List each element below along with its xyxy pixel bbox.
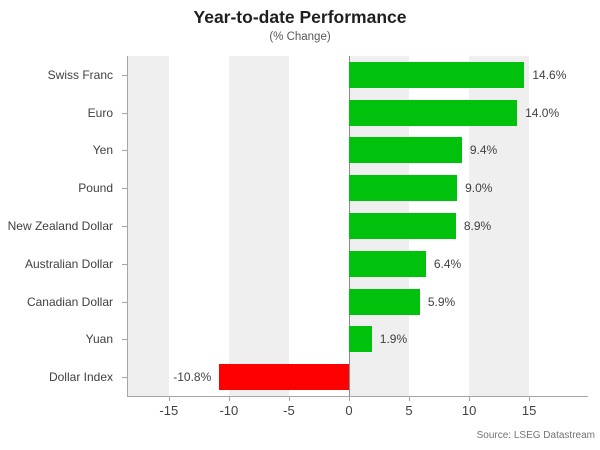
value-label: 14.6%: [532, 67, 567, 82]
y-axis-tick: [122, 150, 127, 152]
x-axis-tick-label: 10: [461, 403, 477, 418]
x-axis-tick-label: -15: [159, 403, 179, 418]
category-label-canadian-dollar: Canadian Dollar: [26, 294, 113, 309]
plot-area: 14.6% 14.0% 9.4% 9.0% 8.9% 6.4% 5.9% 1.9% -10.8%…: [122, 56, 588, 418]
category-label-dollar-index: Dollar Index: [48, 370, 113, 385]
y-axis-tick: [122, 301, 127, 303]
category-label-new-zealand-dollar: New Zealand Dollar: [7, 219, 113, 233]
x-axis-tick-label: -5: [283, 403, 295, 418]
chart-title: Year-to-date Performance: [193, 7, 407, 27]
source-credit: Source: LSEG Datastream: [476, 430, 595, 441]
value-label: 5.9%: [427, 294, 456, 309]
background-band: [128, 56, 169, 396]
value-label: 14.0%: [525, 105, 560, 120]
value-label: 1.9%: [379, 332, 408, 347]
x-axis-tick-label: 0: [345, 403, 353, 418]
chart-subtitle: (% Change): [269, 31, 331, 43]
value-label: 9.4%: [469, 143, 498, 158]
value-label: 9.0%: [465, 181, 493, 196]
value-label: 8.9%: [463, 219, 492, 233]
x-axis-tick: [288, 396, 290, 401]
y-axis-tick: [122, 226, 127, 227]
y-axis-tick: [122, 74, 127, 76]
bar-dollar-index: [219, 364, 349, 391]
x-axis-tick: [168, 396, 170, 401]
bar-swiss-franc: [348, 61, 525, 88]
y-axis-tick: [122, 377, 127, 379]
y-axis-tick: [122, 263, 127, 265]
x-axis-tick: [529, 396, 531, 401]
category-label-euro: Euro: [87, 105, 113, 120]
bar-australian-dollar: [348, 250, 426, 277]
category-label-australian-dollar: Australian Dollar: [24, 256, 113, 271]
value-label: -10.8%: [173, 370, 212, 385]
category-label-swiss-franc: Swiss Franc: [47, 67, 113, 82]
category-label-yen: Yen: [92, 143, 113, 158]
y-axis-tick: [122, 188, 127, 190]
bar-euro: [348, 99, 518, 126]
bar-yuan: [348, 326, 372, 353]
background-band: [228, 56, 289, 396]
x-axis-tick-label: 5: [405, 403, 413, 418]
bar-yen: [348, 137, 462, 164]
bar-pound: [348, 175, 458, 202]
x-axis-tick: [228, 396, 230, 401]
x-axis-tick: [348, 396, 350, 401]
value-label: 6.4%: [433, 256, 462, 271]
category-label-pound: Pound: [78, 181, 113, 196]
category-axis-labels: Swiss Franc Euro Yen Pound New Zealand Dolla…: [0, 56, 120, 396]
y-axis-tick: [122, 112, 127, 114]
y-axis-tick: [122, 339, 127, 341]
x-axis-tick: [409, 396, 411, 401]
bar-canadian-dollar: [348, 288, 420, 315]
category-label-yuan: Yuan: [85, 332, 113, 347]
x-axis-tick: [469, 396, 471, 401]
x-axis-tick-label: -10: [219, 403, 239, 418]
bar-new-zealand-dollar: [348, 213, 456, 239]
x-axis-tick-label: 15: [521, 403, 537, 418]
